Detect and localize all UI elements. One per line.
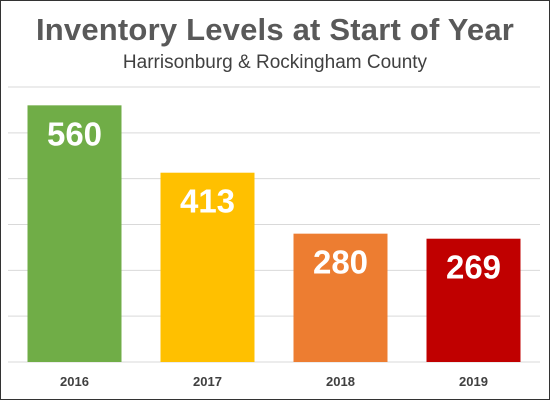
bar-2018 [293,233,388,362]
data-labels-group: 560 413 280 269 [47,115,501,285]
data-label-2016: 560 [47,115,102,152]
x-tick-2018: 2018 [326,374,355,389]
bar-2016 [27,105,122,362]
chart-title: Inventory Levels at Start of Year [35,12,515,47]
data-label-2018: 280 [313,244,368,281]
bar-2017 [160,172,255,362]
x-tick-2016: 2016 [60,374,89,389]
chart-subtitle: Harrisonburg & Rockingham County [122,52,428,73]
data-label-2017: 413 [180,183,235,220]
x-tick-2017: 2017 [193,374,222,389]
bars-group [27,105,521,362]
bar-2019 [426,238,521,362]
x-tick-2019: 2019 [459,374,488,389]
data-label-2019: 269 [446,249,501,286]
x-tick-labels-group: 2016 2017 2018 2019 [60,374,488,389]
